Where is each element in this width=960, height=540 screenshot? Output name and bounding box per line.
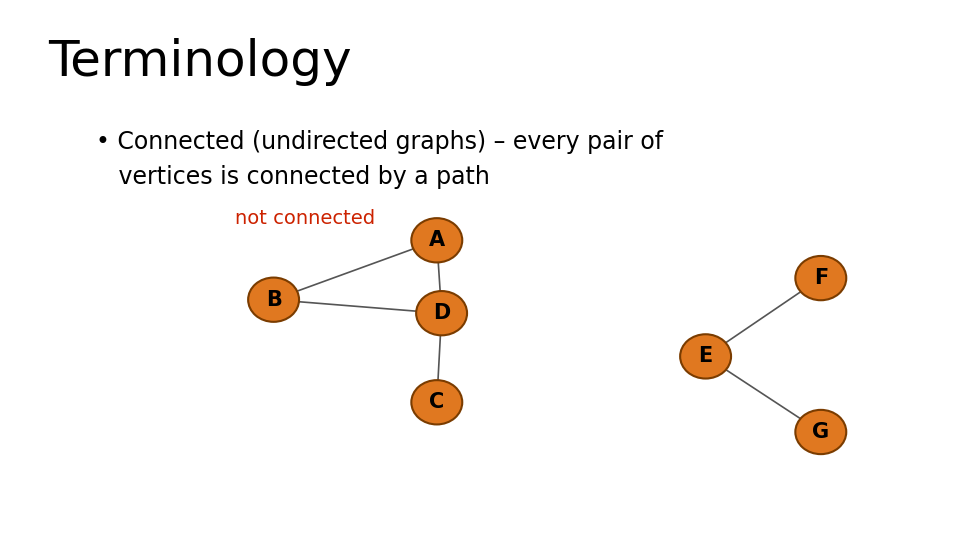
Text: not connected: not connected	[235, 209, 375, 228]
Text: • Connected (undirected graphs) – every pair of
   vertices is connected by a pa: • Connected (undirected graphs) – every …	[96, 130, 663, 189]
Ellipse shape	[795, 410, 847, 454]
Ellipse shape	[795, 256, 847, 300]
Text: B: B	[266, 289, 281, 310]
Text: A: A	[429, 230, 444, 251]
Text: C: C	[429, 392, 444, 413]
Text: D: D	[433, 303, 450, 323]
Ellipse shape	[680, 334, 732, 379]
Ellipse shape	[416, 291, 468, 335]
Text: Terminology: Terminology	[48, 38, 351, 86]
Text: F: F	[814, 268, 828, 288]
Text: G: G	[812, 422, 829, 442]
Ellipse shape	[411, 380, 463, 424]
Ellipse shape	[411, 218, 463, 262]
Text: E: E	[699, 346, 712, 367]
Ellipse shape	[248, 278, 300, 322]
